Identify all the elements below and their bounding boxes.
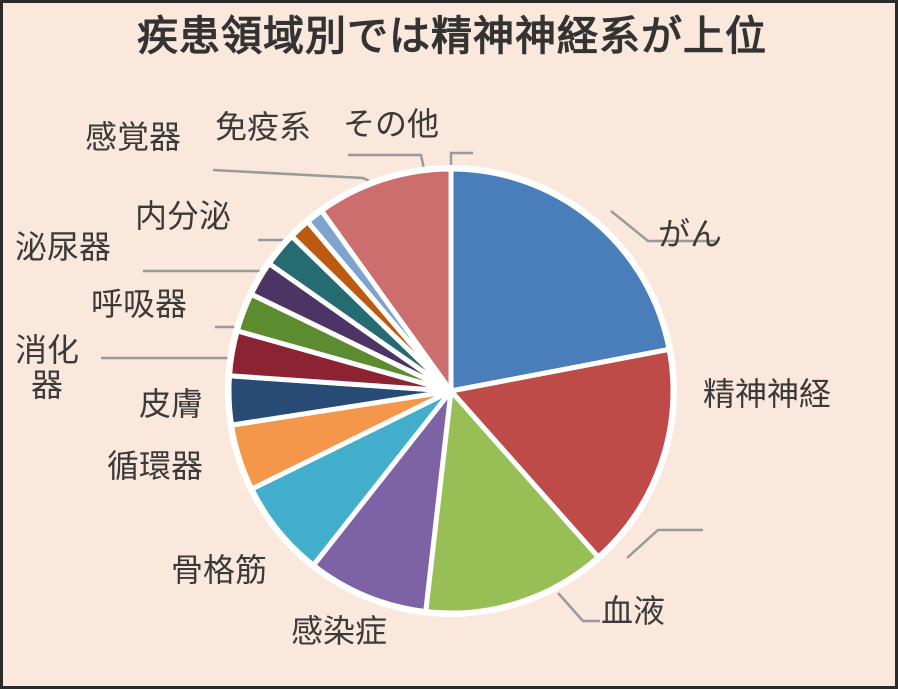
pie-label-shoukaki: 消化器 (14, 331, 79, 405)
pie-label-hinyouki: 泌尿器 (15, 228, 112, 266)
pie-label-sonota: その他 (343, 105, 440, 143)
pie-label-hifu: 皮膚 (139, 385, 204, 423)
leader-line-seishin (626, 528, 703, 559)
pie-label-gan: がん (658, 215, 723, 253)
pie-label-ketsueki: 血液 (601, 592, 666, 630)
pie-slice[interactable] (310, 388, 454, 615)
chart-title: 疾患領域別では精神神経系が上位 (137, 12, 767, 60)
pie-slice[interactable] (448, 346, 676, 560)
leader-line-gan (610, 210, 716, 243)
pie-slice[interactable] (319, 166, 454, 394)
pie-label-kokyuki: 呼吸器 (91, 285, 188, 323)
pie-slice[interactable] (448, 166, 672, 394)
pie-chart: がん 精神神経 血液 感染症 骨格筋 循環器 皮膚 消化器 呼吸器 泌尿器 内分… (3, 3, 895, 686)
pie-label-naibunpi: 内分泌 (135, 197, 232, 235)
pie-label-junkanki: 循環器 (107, 447, 204, 485)
pie-label-seishin-shinkei: 精神神経 (703, 375, 832, 413)
pie-chart-svg (101, 151, 716, 623)
pie-slice[interactable] (423, 388, 601, 616)
pie-label-kansensho: 感染症 (291, 612, 388, 650)
pie-slices (225, 165, 677, 617)
leader-line-ketsueki (557, 592, 600, 623)
pie-label-kokkakukin: 骨格筋 (171, 551, 268, 589)
pie-label-mnekikei: 免疫系 (215, 108, 312, 146)
pie-label-kankakuki: 感覚器 (85, 118, 182, 156)
